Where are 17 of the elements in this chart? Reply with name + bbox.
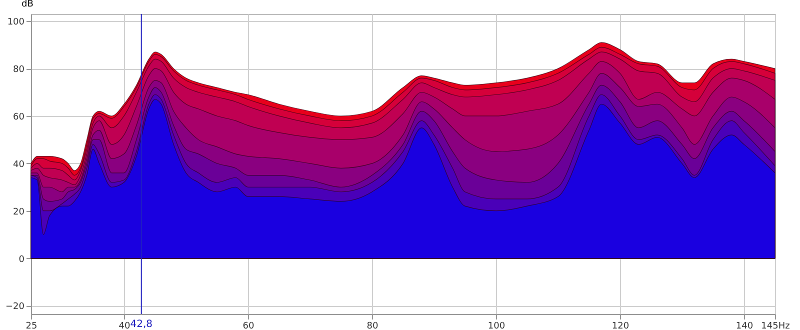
y-tick-label: 100 [7, 18, 25, 28]
y-tick-label: 20 [13, 207, 25, 218]
x-tick-label: 100 [488, 322, 506, 330]
y-axis-title: dB [22, 0, 34, 10]
y-tick-label: −20 [6, 302, 25, 312]
x-tick-label: 40 [118, 322, 130, 330]
y-tick-label: 60 [13, 112, 25, 122]
y-tick-label: 80 [13, 65, 25, 76]
x-tick-label: 145Hz [761, 322, 790, 330]
ref-line-label: 42,8 [130, 319, 152, 330]
x-tick-label: 120 [612, 322, 630, 330]
y-tick-label: 40 [13, 160, 25, 170]
x-tick-label: 140 [736, 322, 754, 330]
x-tick-label: 25 [26, 322, 38, 330]
y-tick-label: 0 [18, 254, 25, 265]
x-tick-label: 60 [242, 322, 254, 330]
x-tick-label: 80 [366, 322, 378, 330]
